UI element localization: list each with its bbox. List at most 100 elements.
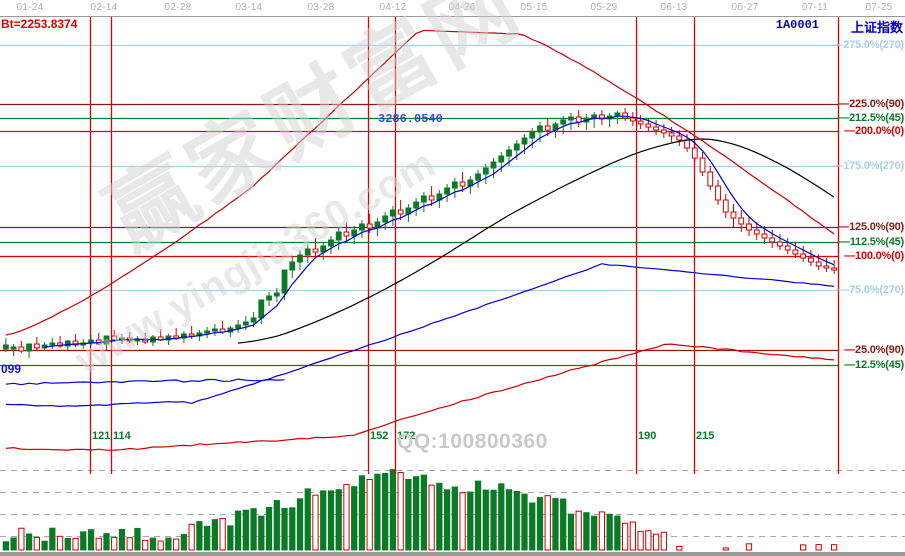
candle-body <box>211 328 218 332</box>
vertical-marker-label: 152 <box>370 430 389 442</box>
date-tick-label: 01-24 <box>16 2 44 13</box>
candle-body <box>777 241 783 247</box>
candle-body <box>568 116 574 121</box>
volume-bar <box>64 537 71 551</box>
candle-body <box>281 269 288 294</box>
vertical-marker-label: 121 <box>92 430 111 442</box>
level-label: —112.5%(45) <box>838 236 904 248</box>
volume-bar <box>351 486 358 551</box>
candle-body <box>544 125 551 131</box>
level-label: —175.0%(270) <box>832 160 904 172</box>
price-annotation-label: 3286.0540 <box>378 112 443 126</box>
volume-bar <box>428 484 435 551</box>
volume-bar <box>234 510 242 551</box>
candle-body <box>637 120 644 125</box>
candle-body <box>560 119 567 125</box>
candle-body <box>188 333 195 337</box>
date-tick-label: 02-14 <box>90 2 118 13</box>
volume-bar <box>552 498 559 551</box>
candle-body <box>823 265 830 269</box>
volume-bar <box>265 506 273 551</box>
candle-body <box>815 261 822 267</box>
date-tick-label: 05-15 <box>520 2 548 13</box>
date-tick-label: 06-13 <box>660 2 688 13</box>
candle-body <box>792 249 799 255</box>
security-name-label: 上证指数 <box>850 20 903 35</box>
volume-bar <box>25 533 33 551</box>
volume-bar <box>467 491 474 551</box>
date-tick-label: 04-26 <box>448 2 476 13</box>
ma-short-line <box>44 115 835 348</box>
candle-body <box>730 211 737 219</box>
candle-body <box>699 157 706 173</box>
candle-body <box>459 181 466 187</box>
candle-body <box>111 335 118 341</box>
date-tick-label: 05-29 <box>590 2 618 13</box>
level-label: —225.0%(90) <box>838 98 904 110</box>
volume-bar <box>382 473 389 551</box>
candle-body <box>49 342 56 346</box>
volume-bar <box>258 515 265 551</box>
candle-body <box>769 237 776 243</box>
volume-bar <box>575 510 582 551</box>
volume-bar <box>149 537 157 551</box>
volume-bar <box>482 489 489 551</box>
candle-body <box>498 155 505 163</box>
volume-bar <box>591 515 598 551</box>
volume-bar <box>397 472 404 551</box>
volume-bar <box>41 540 48 551</box>
candle-body <box>800 253 807 259</box>
volume-bar <box>196 521 203 551</box>
volume-bar <box>33 536 40 551</box>
candle-body <box>320 245 327 253</box>
candle-body <box>722 199 729 213</box>
volume-bar <box>126 537 133 551</box>
candle-body <box>529 131 536 139</box>
volume-chart-pane[interactable] <box>0 464 905 556</box>
date-tick-label: 03-28 <box>307 2 335 13</box>
volume-bar <box>474 480 482 551</box>
band-upper-line <box>5 29 835 336</box>
candle-body <box>335 231 342 241</box>
price-chart-pane[interactable] <box>0 17 905 464</box>
volume-bar <box>118 528 126 551</box>
date-tick-label: 03-14 <box>235 2 263 13</box>
level-label: —125.0%(90) <box>838 221 904 233</box>
volume-bar <box>111 537 118 551</box>
volume-bar <box>103 533 110 551</box>
volume-bar <box>273 500 280 551</box>
volume-bar <box>490 489 497 551</box>
volume-bar <box>10 537 17 551</box>
candle-body <box>738 217 745 225</box>
candle-body <box>513 143 520 151</box>
date-tick-label: 02-28 <box>164 2 192 13</box>
date-tick-label: 07-11 <box>801 2 829 13</box>
candle-body <box>266 295 272 301</box>
volume-bar <box>80 531 87 551</box>
volume-bar <box>320 490 327 551</box>
candle-body <box>684 139 690 149</box>
volume-bar <box>745 543 753 551</box>
volume-bar <box>56 535 64 551</box>
candle-body <box>715 185 721 201</box>
volume-bar <box>173 538 180 551</box>
level-label: —12.5%(45) <box>844 359 904 371</box>
candle-body <box>204 330 211 334</box>
security-code-label: 1A0001 <box>775 18 819 32</box>
volume-bar <box>95 537 102 551</box>
level-label: —100.0%(0) <box>844 250 904 262</box>
bt-value-label: Bt=2253.8374 <box>1 17 78 31</box>
date-axis: 01-24 02-14 02-28 03-14 03-28 04-12 04-26 05-15… <box>0 0 905 17</box>
volume-bar <box>134 527 141 551</box>
candle-body <box>444 187 450 195</box>
volume-bar <box>544 495 551 551</box>
candle-body <box>359 223 365 231</box>
candle-body <box>289 261 296 271</box>
volume-bar <box>72 538 79 551</box>
candle-body <box>343 231 350 237</box>
volume-bar <box>180 534 188 551</box>
candle-body <box>831 267 838 271</box>
candle-body <box>660 129 667 134</box>
level-label: —25.0%(90) <box>844 344 904 356</box>
volume-series <box>2 469 838 551</box>
